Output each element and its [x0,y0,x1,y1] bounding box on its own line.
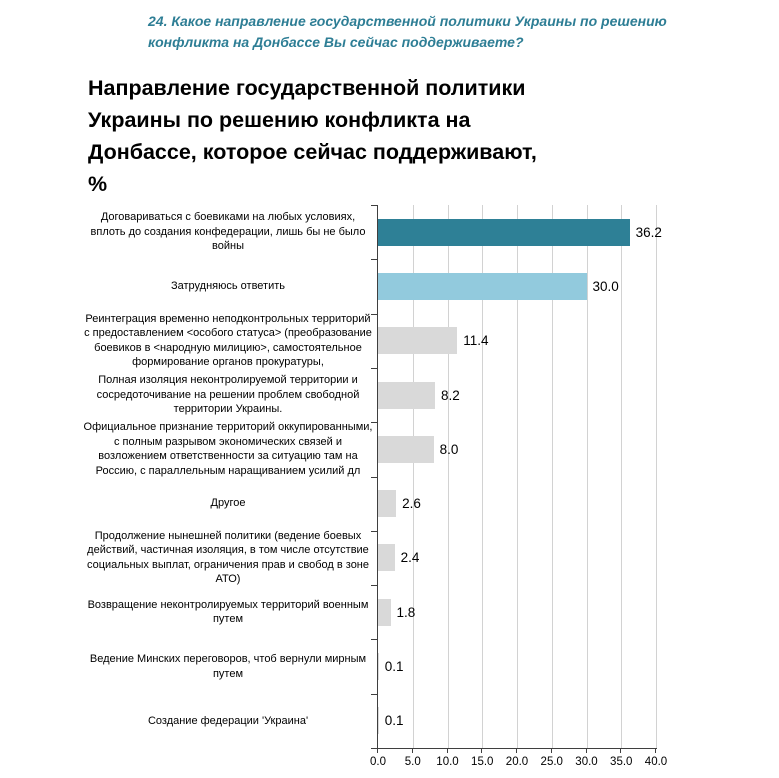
category-label: Договариваться с боевиками на любых усло… [90,211,366,253]
bar [378,707,379,735]
x-axis-tick [516,748,517,753]
bar [378,272,587,300]
text-line: % [88,172,108,196]
x-axis-tick-label: 30.0 [575,756,598,768]
category-label: Затрудняюсь ответить [170,280,285,293]
x-axis-tick [620,748,622,753]
gridline [447,205,449,748]
gridline [621,205,623,748]
y-axis-tick [371,367,377,369]
value-label: 2.4 [400,550,420,566]
bar [378,381,435,409]
x-axis-tick-label: 40.0 [644,756,668,768]
y-axis-tick [371,639,377,641]
gridline [517,205,518,748]
y-axis-tick [371,259,377,261]
y-axis-tick [371,205,377,206]
y-axis-tick [371,313,377,315]
category-label: Возвращение неконтролируемых территорий … [87,598,369,626]
bar [378,598,391,626]
chart-title: Направление государственной политики Укра… [88,72,738,200]
text-line: 24. Какое направление государственной по… [148,13,667,29]
gridline [412,205,414,748]
category-label: Полная изоляция неконтролируемой террито… [96,374,360,416]
y-axis-line [377,205,378,752]
y-axis-tick [371,422,377,424]
text-line: Украины по решению конфликта на [88,108,471,132]
x-axis-tick-label: 5.0 [404,756,421,768]
value-label: 0.1 [384,713,404,729]
category-label: Официальное признание территорий оккупир… [83,421,373,477]
bar [378,544,395,572]
gridline [656,205,657,748]
category-label: Ведение Минских переговоров, чтоб вернул… [89,653,367,680]
x-axis-tick [655,748,656,753]
x-axis-tick [377,748,378,753]
y-axis-tick [371,476,377,478]
survey-question: 24. Какое направление государственной по… [148,11,738,53]
bar [378,327,458,355]
x-axis-line [371,748,657,749]
value-label: 8.0 [439,441,459,457]
y-axis-tick [371,748,377,749]
x-axis-tick [585,748,587,753]
y-axis-tick [371,530,377,532]
x-axis-tick-label: 0.0 [370,756,386,768]
x-axis-tick-label: 20.0 [505,756,529,768]
bar [378,218,630,246]
category-label: Создание федерации 'Украина' [147,714,309,727]
value-label: 2.6 [402,496,421,512]
value-label: 8.2 [440,387,460,403]
gridline [482,205,484,748]
x-axis-tick-label: 25.0 [540,756,563,768]
category-label: Реинтеграция временно неподконтрольных т… [84,312,372,369]
x-axis-tick [411,748,413,753]
category-label: Продолжение нынешней политики (ведение б… [87,529,369,586]
y-axis-tick [371,585,377,587]
x-axis-tick [481,748,483,753]
x-axis-tick [446,748,448,753]
value-label: 0.1 [384,659,404,675]
y-axis-tick [371,693,377,695]
x-axis-tick-label: 10.0 [436,756,459,768]
value-label: 36.2 [635,224,662,240]
bar [378,490,397,518]
gridline [551,205,553,748]
x-axis-tick [550,748,552,753]
value-label: 30.0 [592,278,619,294]
x-axis-tick-label: 35.0 [610,756,633,768]
text-line: Донбассе, которое сейчас поддерживают, [88,140,537,164]
text-line: конфликта на Донбассе Вы сейчас поддержи… [148,34,524,50]
value-label: 1.8 [396,604,416,620]
bar [378,435,434,463]
bar [378,653,379,681]
value-label: 11.4 [463,333,489,349]
x-axis-tick-label: 15.0 [471,756,494,768]
gridline [586,205,588,748]
category-label: Другое [210,497,246,510]
text-line: Направление государственной политики [88,76,526,100]
